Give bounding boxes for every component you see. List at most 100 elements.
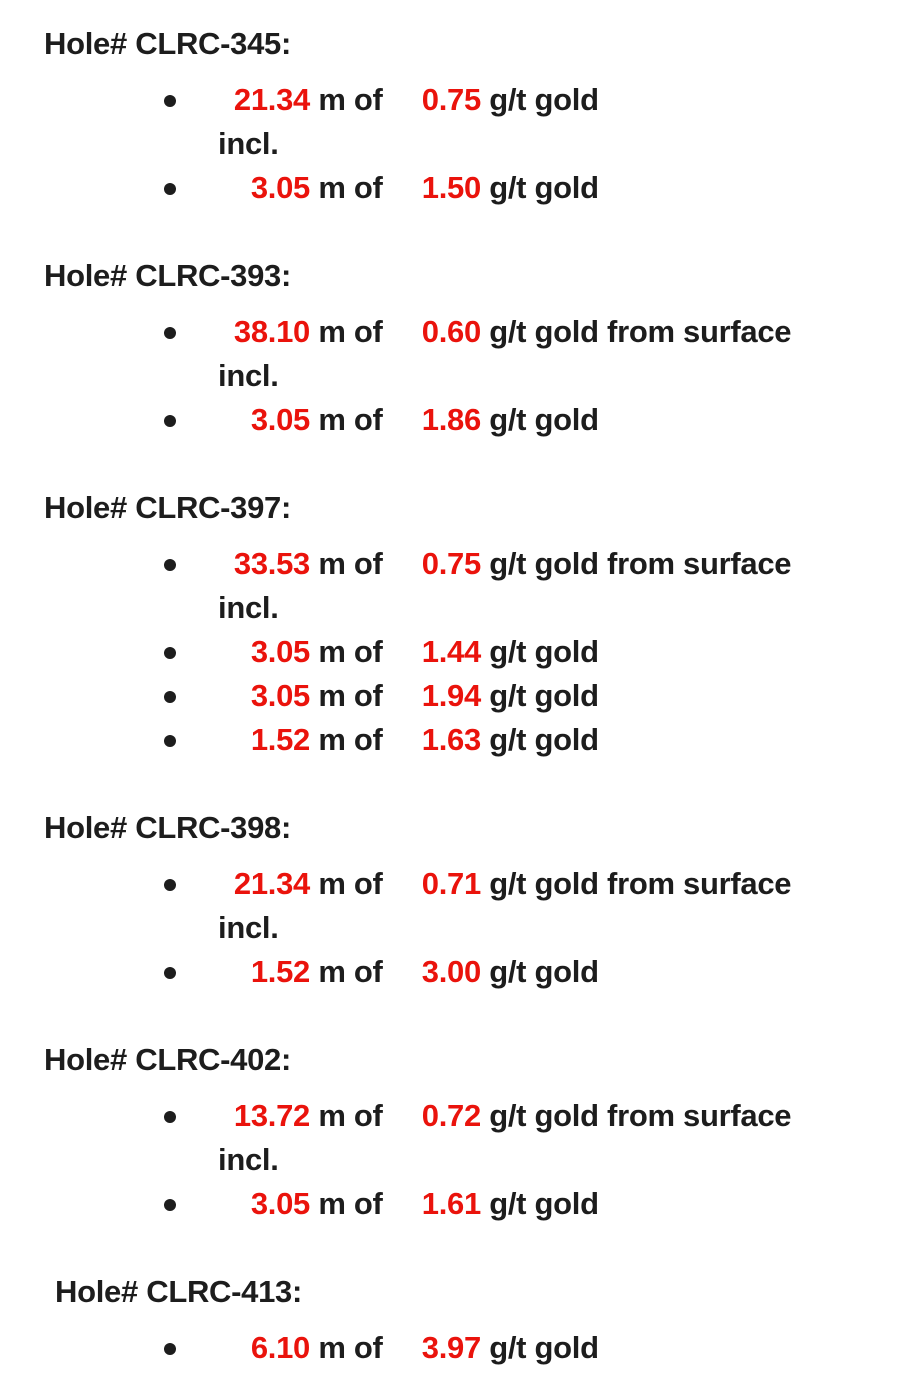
interval-tail-text: g/t gold xyxy=(489,170,599,205)
interval-unit-text: m of xyxy=(318,170,383,205)
interval-tail-text: g/t gold xyxy=(489,82,599,117)
interval-unit-text: m of xyxy=(318,82,383,117)
interval-item: 1.52 m of 3.00 g/t gold xyxy=(44,950,885,994)
interval-item: 3.05 m of 1.86 g/t gold xyxy=(44,398,885,442)
interval-list: 21.34 m of 0.75 g/t gold incl. 3.05 m of… xyxy=(44,78,885,210)
bullet-icon xyxy=(164,327,176,339)
interval-tail-text: g/t gold from surface xyxy=(489,866,792,901)
interval-list: 33.53 m of 0.75 g/t gold from surface in… xyxy=(44,542,885,762)
interval-unit-text: m of xyxy=(318,314,383,349)
included-note-text: incl. xyxy=(218,126,279,161)
interval-tail-text: g/t gold xyxy=(489,1330,599,1365)
interval-grade-value: 3.97 xyxy=(421,1330,481,1365)
hole-section: Hole# CLRC-398: 21.34 m of 0.71 g/t gold… xyxy=(44,806,885,994)
interval-grade-value: 0.75 xyxy=(421,546,481,581)
included-note: incl. xyxy=(44,122,885,166)
interval-width-value: 6.10 xyxy=(250,1330,310,1365)
included-note-text: incl. xyxy=(218,910,279,945)
hole-section: Hole# CLRC-345: 21.34 m of 0.75 g/t gold… xyxy=(44,22,885,210)
hole-section: Hole# CLRC-413: 6.10 m of 3.97 g/t gold xyxy=(44,1270,885,1370)
interval-unit-text: m of xyxy=(318,1186,383,1221)
interval-item: 3.05 m of 1.61 g/t gold xyxy=(44,1182,885,1226)
interval-grade-value: 1.94 xyxy=(421,678,481,713)
bullet-icon xyxy=(164,967,176,979)
included-note-text: incl. xyxy=(218,358,279,393)
interval-width-value: 21.34 xyxy=(233,866,310,901)
interval-width-value: 38.10 xyxy=(233,314,310,349)
included-note: incl. xyxy=(44,354,885,398)
hole-title: Hole# CLRC-413: xyxy=(55,1274,302,1309)
interval-width-value: 3.05 xyxy=(250,1186,310,1221)
interval-width-value: 33.53 xyxy=(233,546,310,581)
bullet-icon xyxy=(164,1111,176,1123)
interval-unit-text: m of xyxy=(318,402,383,437)
included-note-text: incl. xyxy=(218,1142,279,1177)
bullet-icon xyxy=(164,879,176,891)
included-note: incl. xyxy=(44,1138,885,1182)
hole-section: Hole# CLRC-393: 38.10 m of 0.60 g/t gold… xyxy=(44,254,885,442)
interval-width-value: 3.05 xyxy=(250,678,310,713)
bullet-icon xyxy=(164,735,176,747)
interval-unit-text: m of xyxy=(318,722,383,757)
interval-width-value: 13.72 xyxy=(233,1098,310,1133)
interval-item: 33.53 m of 0.75 g/t gold from surface xyxy=(44,542,885,586)
interval-width-value: 1.52 xyxy=(250,954,310,989)
interval-grade-value: 1.86 xyxy=(421,402,481,437)
interval-unit-text: m of xyxy=(318,634,383,669)
interval-item: 21.34 m of 0.71 g/t gold from surface xyxy=(44,862,885,906)
interval-item: 38.10 m of 0.60 g/t gold from surface xyxy=(44,310,885,354)
interval-tail-text: g/t gold xyxy=(489,634,599,669)
interval-width-value: 1.52 xyxy=(250,722,310,757)
interval-item: 21.34 m of 0.75 g/t gold xyxy=(44,78,885,122)
hole-title: Hole# CLRC-345: xyxy=(44,26,291,61)
interval-width-value: 3.05 xyxy=(250,634,310,669)
interval-item: 3.05 m of 1.44 g/t gold xyxy=(44,630,885,674)
interval-tail-text: g/t gold xyxy=(489,402,599,437)
interval-item: 6.10 m of 3.97 g/t gold xyxy=(44,1326,885,1370)
bullet-icon xyxy=(164,691,176,703)
interval-item: 1.52 m of 1.63 g/t gold xyxy=(44,718,885,762)
interval-tail-text: g/t gold from surface xyxy=(489,1098,792,1133)
interval-grade-value: 0.71 xyxy=(421,866,481,901)
interval-item: 3.05 m of 1.94 g/t gold xyxy=(44,674,885,718)
interval-list: 21.34 m of 0.71 g/t gold from surface in… xyxy=(44,862,885,994)
interval-unit-text: m of xyxy=(318,678,383,713)
interval-grade-value: 0.75 xyxy=(421,82,481,117)
hole-section: Hole# CLRC-402: 13.72 m of 0.72 g/t gold… xyxy=(44,1038,885,1226)
interval-tail-text: g/t gold xyxy=(489,722,599,757)
interval-grade-value: 3.00 xyxy=(421,954,481,989)
interval-unit-text: m of xyxy=(318,546,383,581)
hole-title: Hole# CLRC-398: xyxy=(44,810,291,845)
interval-list: 6.10 m of 3.97 g/t gold xyxy=(44,1326,885,1370)
interval-grade-value: 0.72 xyxy=(421,1098,481,1133)
included-note-text: incl. xyxy=(218,590,279,625)
interval-width-value: 3.05 xyxy=(250,402,310,437)
interval-unit-text: m of xyxy=(318,866,383,901)
interval-width-value: 3.05 xyxy=(250,170,310,205)
interval-tail-text: g/t gold from surface xyxy=(489,546,792,581)
interval-unit-text: m of xyxy=(318,954,383,989)
interval-unit-text: m of xyxy=(318,1330,383,1365)
hole-title: Hole# CLRC-402: xyxy=(44,1042,291,1077)
bullet-icon xyxy=(164,183,176,195)
bullet-icon xyxy=(164,415,176,427)
interval-grade-value: 1.63 xyxy=(421,722,481,757)
interval-list: 38.10 m of 0.60 g/t gold from surface in… xyxy=(44,310,885,442)
interval-unit-text: m of xyxy=(318,1098,383,1133)
interval-grade-value: 1.44 xyxy=(421,634,481,669)
included-note: incl. xyxy=(44,586,885,630)
bullet-icon xyxy=(164,95,176,107)
bullet-icon xyxy=(164,1199,176,1211)
interval-tail-text: g/t gold from surface xyxy=(489,314,792,349)
hole-title: Hole# CLRC-397: xyxy=(44,490,291,525)
interval-list: 13.72 m of 0.72 g/t gold from surface in… xyxy=(44,1094,885,1226)
interval-grade-value: 1.61 xyxy=(421,1186,481,1221)
interval-tail-text: g/t gold xyxy=(489,954,599,989)
interval-grade-value: 1.50 xyxy=(421,170,481,205)
bullet-icon xyxy=(164,647,176,659)
interval-width-value: 21.34 xyxy=(233,82,310,117)
hole-title: Hole# CLRC-393: xyxy=(44,258,291,293)
hole-section: Hole# CLRC-397: 33.53 m of 0.75 g/t gold… xyxy=(44,486,885,762)
interval-tail-text: g/t gold xyxy=(489,678,599,713)
